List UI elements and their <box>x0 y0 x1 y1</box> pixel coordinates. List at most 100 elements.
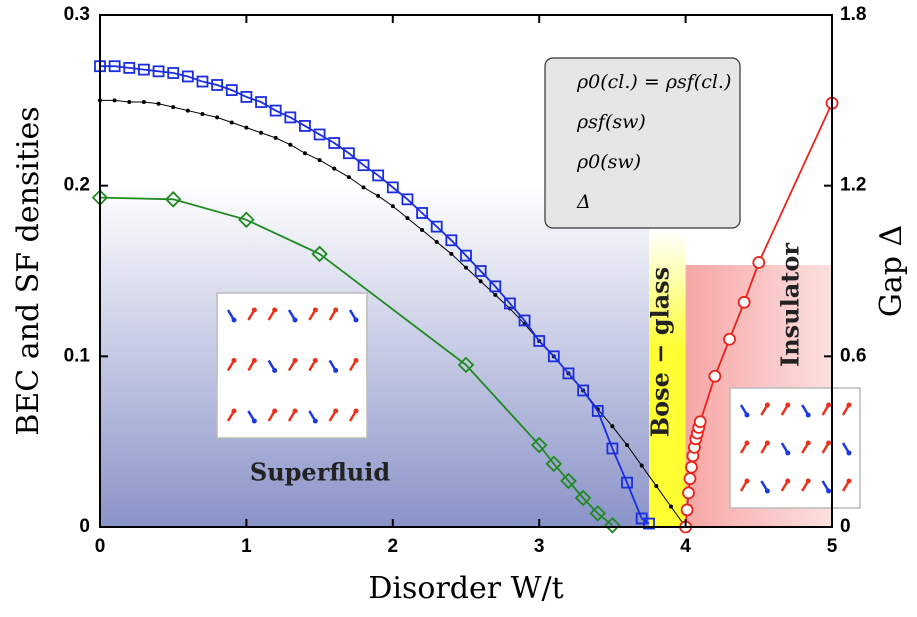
data-point <box>737 295 751 309</box>
data-point <box>589 505 607 522</box>
spin-head <box>846 478 852 484</box>
data-point <box>238 211 255 229</box>
data-point <box>342 147 355 160</box>
data-point <box>639 463 644 468</box>
data-point <box>357 159 370 172</box>
spin-head <box>805 440 811 446</box>
spin-head <box>353 317 359 323</box>
data-point <box>460 249 472 262</box>
data-point <box>591 405 604 417</box>
data-point <box>621 476 633 489</box>
data-point <box>112 98 117 103</box>
data-point <box>489 280 502 293</box>
data-point <box>493 292 498 297</box>
data-point <box>693 415 707 429</box>
data-point <box>434 239 439 244</box>
y-tick-label: 0.2 <box>64 175 90 196</box>
y2-tick-label: 0 <box>840 516 851 537</box>
spin-head <box>333 408 339 414</box>
data-point <box>464 265 468 270</box>
data-point <box>346 175 351 180</box>
data-point <box>518 314 531 327</box>
spin-head <box>231 358 237 363</box>
x-tick-label: 2 <box>388 536 399 557</box>
spin-head <box>353 408 359 414</box>
data-point <box>386 181 399 194</box>
spin-head <box>272 368 278 373</box>
data-point <box>708 369 722 383</box>
data-point <box>376 193 381 198</box>
region-label: Superfluid <box>250 458 390 487</box>
phase-region <box>100 185 649 527</box>
data-point <box>273 135 278 140</box>
spin-head <box>764 402 770 408</box>
x-tick-label: 5 <box>827 536 838 557</box>
data-point <box>317 158 322 163</box>
spin-head <box>846 450 852 456</box>
data-point <box>141 100 146 105</box>
data-point <box>167 67 180 79</box>
region-label: Bose − glass <box>646 267 675 437</box>
y-tick-label: 0.1 <box>64 345 91 366</box>
data-point <box>685 460 698 474</box>
y2-tick-label: 1.2 <box>840 175 866 196</box>
data-point <box>164 191 182 208</box>
data-point <box>240 91 253 103</box>
series-line <box>99 196 613 526</box>
data-point <box>752 256 766 269</box>
data-point <box>625 443 630 448</box>
y2-axis-label: Gap Δ <box>874 225 909 317</box>
spin-head <box>231 408 237 414</box>
data-point <box>574 489 592 507</box>
data-point <box>606 442 619 455</box>
spin-head <box>272 307 278 313</box>
spin-head <box>292 408 298 414</box>
spin-head <box>333 307 339 313</box>
data-point <box>127 100 132 105</box>
data-point <box>610 424 615 429</box>
data-point <box>229 120 234 125</box>
data-point <box>215 115 220 120</box>
data-point <box>545 455 563 473</box>
regions <box>100 185 861 527</box>
data-point <box>683 472 697 486</box>
data-point <box>196 75 209 88</box>
spin-head <box>764 488 770 494</box>
data-point <box>604 517 621 534</box>
region-label: Insulator <box>776 243 805 367</box>
spin-head <box>805 478 811 484</box>
data-point <box>152 65 165 78</box>
y-tick-label: 0.3 <box>64 4 90 25</box>
data-point <box>156 101 161 106</box>
x-tick-label: 4 <box>680 536 691 557</box>
data-point <box>504 297 516 310</box>
data-point <box>430 220 443 233</box>
legend-box <box>544 57 741 229</box>
spin-head <box>292 358 298 363</box>
data-point <box>547 350 560 363</box>
x-axis-label: Disorder W/t <box>368 571 563 606</box>
spin-head <box>785 402 791 408</box>
spin-head <box>744 440 750 446</box>
data-point <box>723 332 736 346</box>
data-point <box>372 169 385 182</box>
data-point <box>401 193 414 206</box>
data-point <box>560 472 577 490</box>
spin-head <box>251 418 257 424</box>
data-point <box>313 128 326 141</box>
spin-head <box>312 358 318 363</box>
x-tick-label: 3 <box>534 536 545 557</box>
inset-frame <box>729 387 861 509</box>
data-point <box>302 151 307 156</box>
data-point <box>211 79 224 91</box>
data-point <box>185 108 190 113</box>
spin-head <box>312 307 318 313</box>
phase-region <box>649 230 686 527</box>
x-tick-label: 1 <box>241 536 252 557</box>
spin-head <box>292 317 298 323</box>
data-point <box>478 279 483 284</box>
spin-head <box>805 412 811 418</box>
data-point <box>269 104 282 117</box>
